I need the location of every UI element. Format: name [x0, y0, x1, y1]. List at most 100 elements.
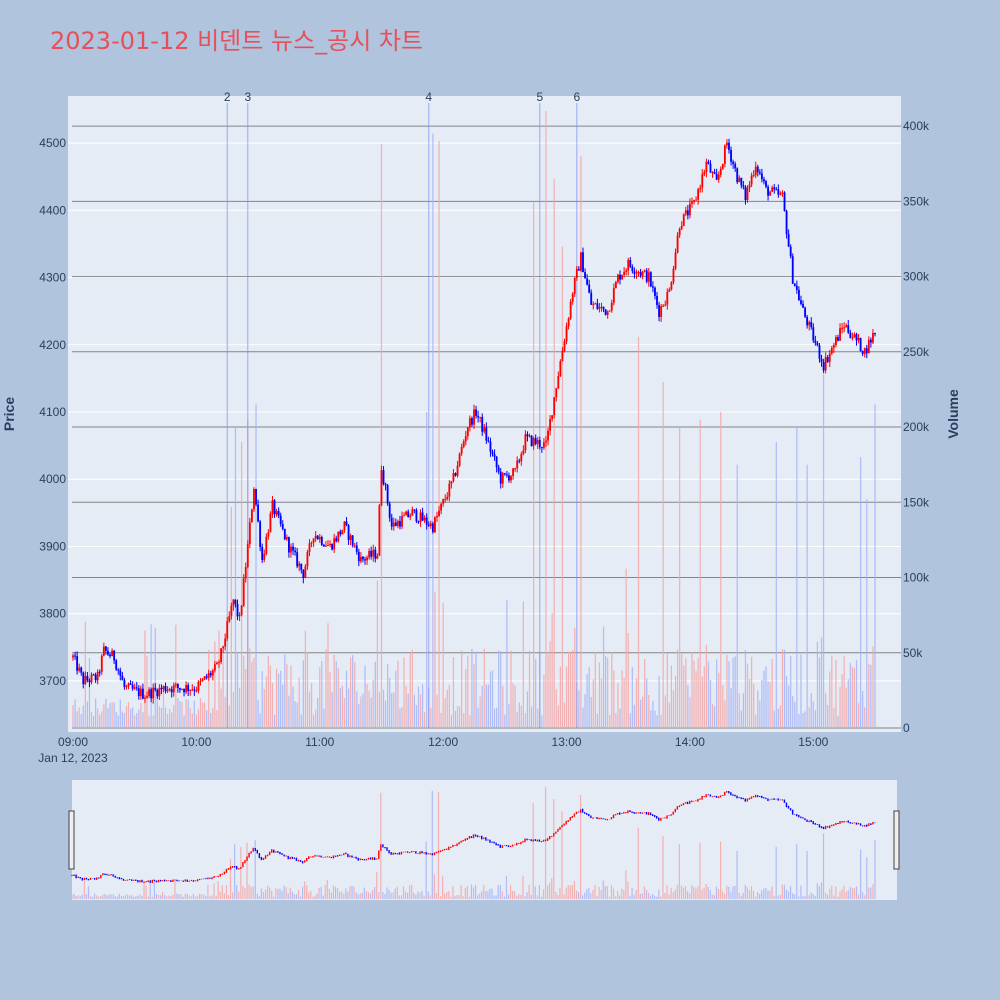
- candle-body: [645, 270, 648, 282]
- volume-bar: [662, 381, 664, 728]
- candle-body: [320, 536, 323, 545]
- mini-volume-bar: [796, 844, 798, 899]
- mini-volume-bar: [172, 894, 174, 899]
- range-slider-left-handle[interactable]: [68, 810, 75, 870]
- volume-bar: [753, 683, 755, 728]
- volume-bar: [241, 442, 243, 728]
- mini-volume-bar: [757, 892, 759, 899]
- candle-body: [281, 524, 284, 529]
- volume-bar: [156, 700, 158, 728]
- volume-bar: [127, 702, 130, 728]
- mini-volume-bar: [444, 893, 446, 899]
- mini-volume-bar: [855, 886, 858, 899]
- candle-body: [263, 553, 266, 560]
- volume-bar: [489, 671, 492, 728]
- candle-body: [298, 563, 301, 567]
- mini-volume-bar: [217, 881, 219, 899]
- candle-body: [563, 341, 566, 352]
- mini-volume-bar: [429, 895, 431, 899]
- volume-bar: [144, 630, 146, 728]
- volume-bar: [592, 679, 594, 728]
- mini-volume-bar: [470, 884, 473, 899]
- volume-bar: [639, 699, 642, 728]
- mini-volume-bar: [730, 891, 732, 899]
- candle-body: [468, 418, 471, 428]
- range-slider-right-handle[interactable]: [893, 810, 900, 870]
- mini-volume-bar: [839, 891, 841, 899]
- volume-bar: [857, 703, 860, 728]
- candle-body: [347, 525, 350, 540]
- volume-tick-label: 350k: [903, 194, 930, 208]
- mini-volume-bar: [643, 886, 645, 899]
- candle-body: [121, 675, 124, 681]
- volume-bar: [364, 665, 366, 728]
- volume-bar: [166, 713, 169, 728]
- candle-body: [857, 337, 860, 341]
- mini-volume-bar: [617, 890, 619, 899]
- mini-volume-bar: [304, 881, 306, 899]
- candle-body: [86, 675, 89, 681]
- mini-volume-bar: [501, 891, 503, 899]
- candle-body: [359, 556, 362, 562]
- volume-bar: [516, 711, 518, 728]
- candle-body: [339, 531, 342, 535]
- volume-bar: [565, 666, 568, 728]
- volume-bar: [693, 660, 695, 728]
- mini-volume-bar: [384, 894, 386, 899]
- mini-volume-bar: [499, 885, 501, 899]
- price-axis-title: Price: [1, 397, 17, 431]
- volume-bar: [389, 677, 391, 728]
- candle-body: [532, 438, 535, 446]
- candle-body: [853, 334, 856, 338]
- main-plot-area[interactable]: [68, 96, 901, 732]
- volume-bar: [537, 708, 539, 728]
- candle-body: [131, 684, 134, 689]
- volume-bar: [275, 668, 278, 728]
- candle-body: [267, 532, 270, 537]
- range-slider[interactable]: [72, 780, 897, 900]
- mini-volume-bar: [77, 895, 79, 899]
- volume-bar: [699, 419, 701, 728]
- candle-body: [160, 687, 163, 690]
- mini-volume-bar: [503, 896, 505, 899]
- mini-volume-bar: [612, 888, 615, 899]
- candle-body: [847, 325, 850, 333]
- volume-bar: [129, 708, 132, 728]
- range-slider-volume: [71, 786, 876, 899]
- mini-volume-bar: [367, 892, 370, 899]
- mini-volume-bar: [845, 891, 847, 899]
- mini-volume-bar: [79, 896, 81, 899]
- price-tick-label: 4500: [39, 136, 66, 150]
- volume-bar: [358, 703, 360, 728]
- mini-volume-bar: [804, 895, 806, 899]
- candle-body: [785, 210, 788, 235]
- candle-body: [341, 530, 344, 535]
- candle-body: [789, 246, 792, 257]
- mini-volume-bar: [868, 887, 870, 899]
- mini-volume-bar: [660, 896, 662, 899]
- mini-volume-bar: [674, 889, 676, 899]
- candle-body: [473, 409, 475, 425]
- volume-bar: [485, 684, 487, 728]
- volume-bar: [103, 704, 105, 728]
- volume-bar: [798, 714, 800, 728]
- mini-volume-bar: [427, 891, 429, 899]
- mini-volume-bar: [349, 886, 351, 899]
- candle-body: [742, 185, 745, 187]
- candle-body: [216, 662, 218, 665]
- candle-body: [189, 689, 192, 692]
- mini-volume-bar: [547, 885, 549, 899]
- volume-bar: [391, 692, 393, 728]
- candle-body: [666, 291, 669, 305]
- candle-body: [647, 272, 650, 282]
- volume-bar: [218, 630, 220, 728]
- volume-bar: [845, 687, 847, 728]
- mini-volume-bar: [610, 885, 613, 899]
- candle-body: [592, 304, 595, 306]
- candle-body: [830, 347, 833, 354]
- mini-volume-bar: [843, 885, 845, 899]
- candle-body: [536, 440, 539, 444]
- mini-volume-bar: [728, 886, 730, 899]
- volume-bar: [458, 706, 461, 728]
